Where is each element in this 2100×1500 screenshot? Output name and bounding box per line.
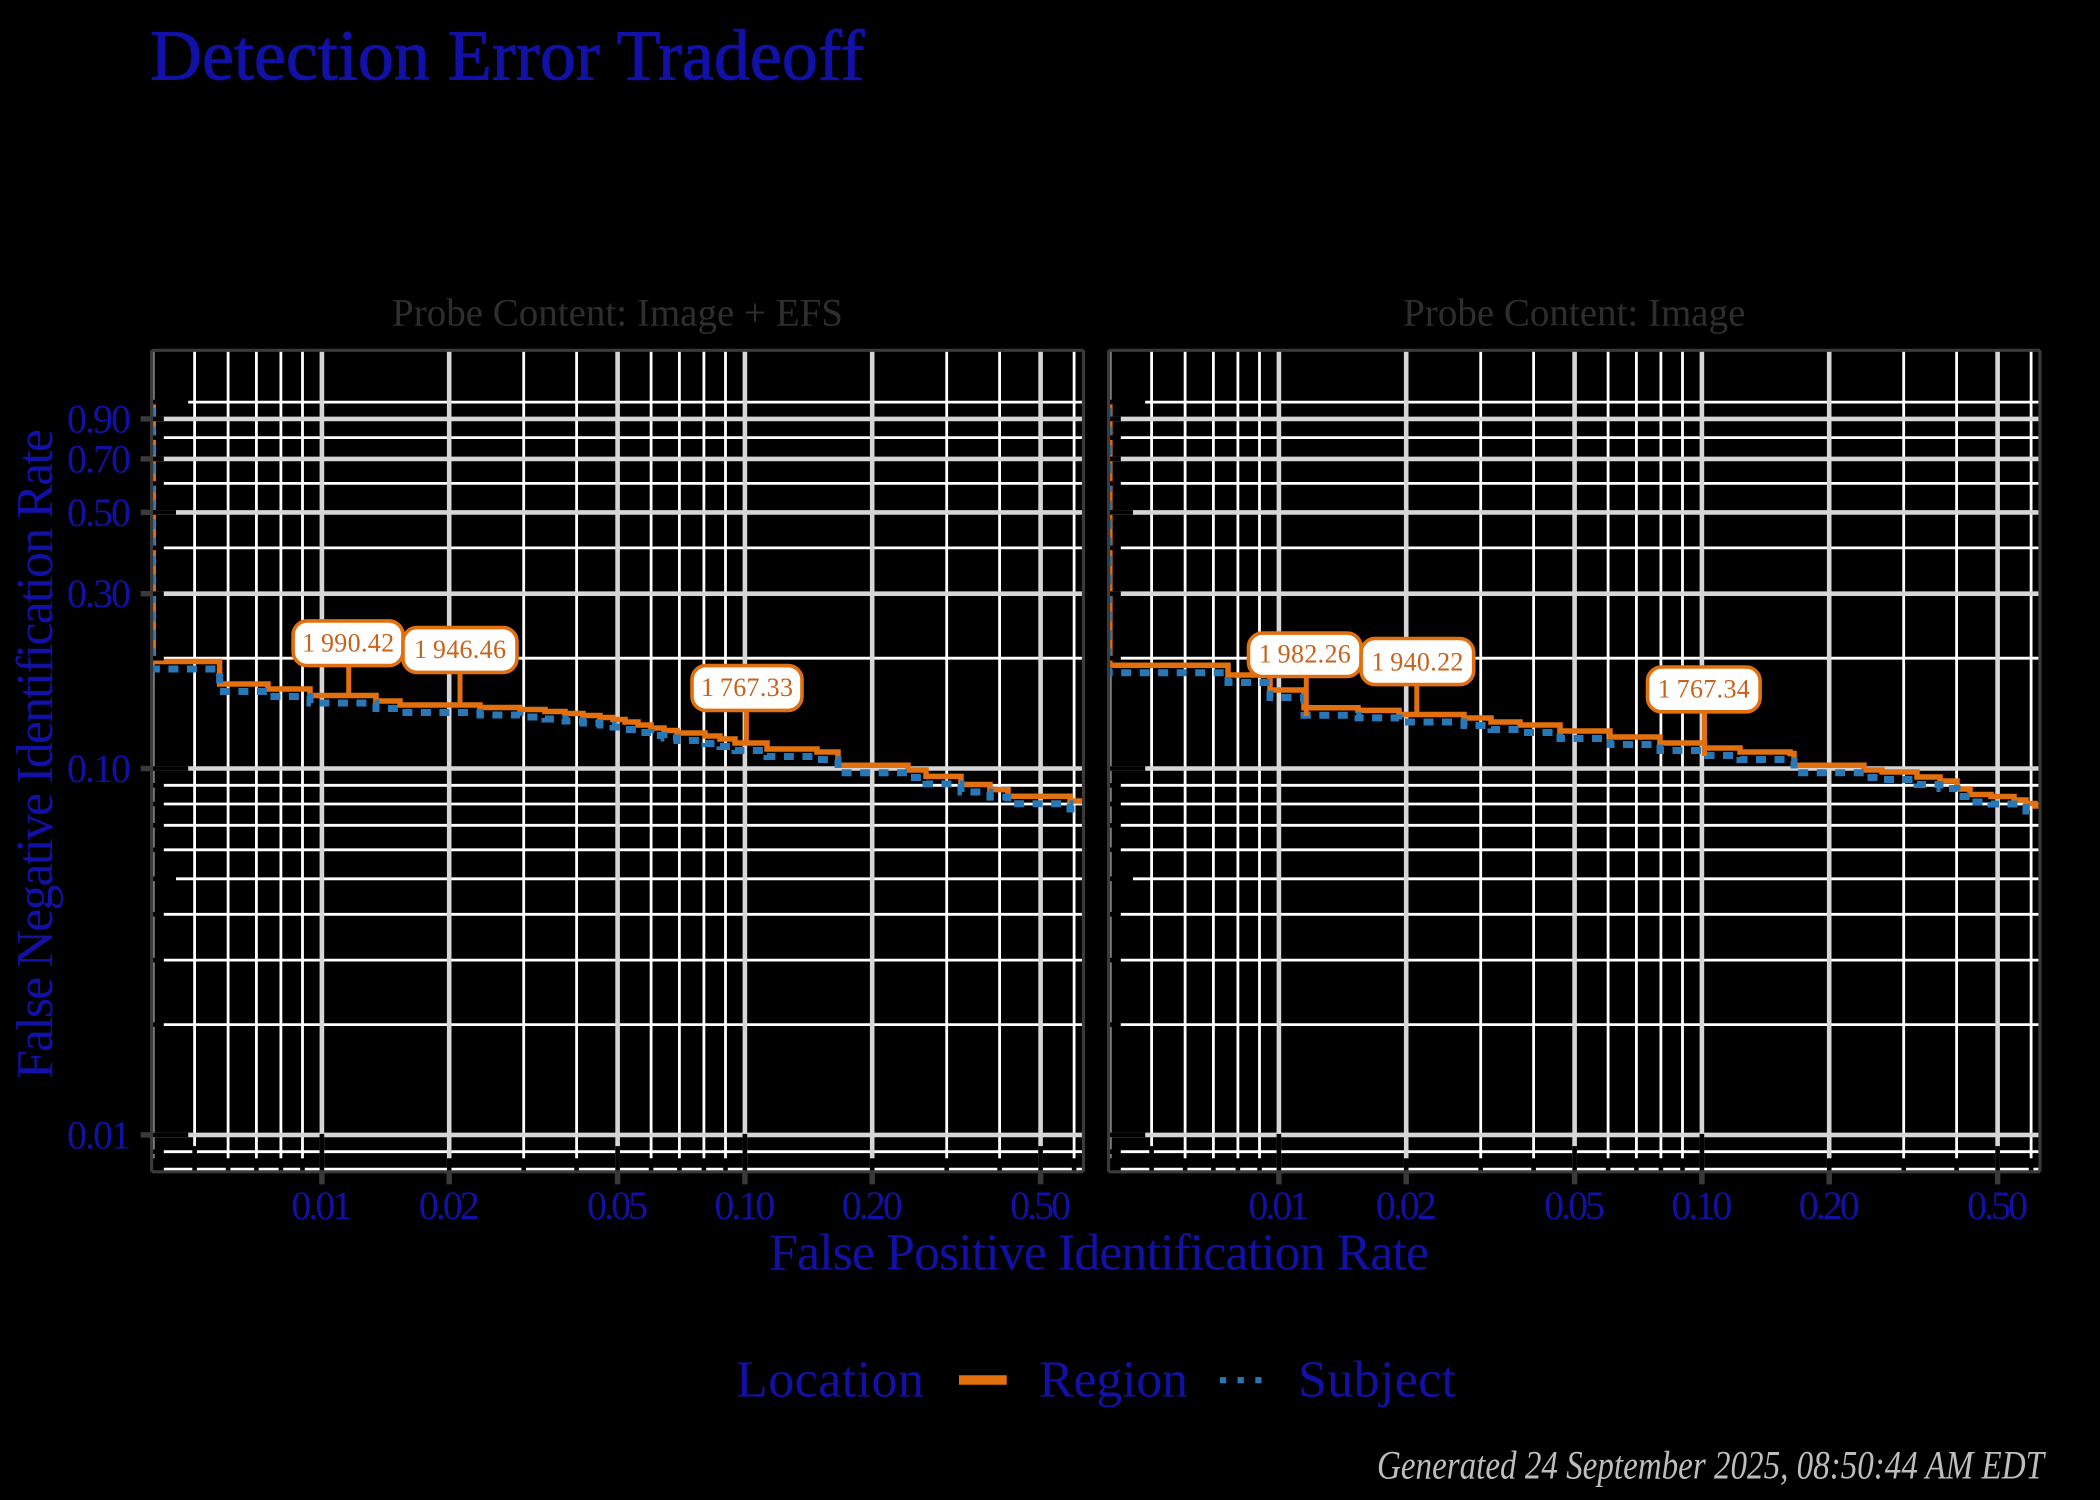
svg-text:0.50: 0.50 xyxy=(1967,1183,2028,1228)
svg-text:0.01: 0.01 xyxy=(1248,1183,1309,1228)
svg-text:Location: Location xyxy=(736,1351,924,1408)
svg-text:Generated 24 September 2025, 0: Generated 24 September 2025, 08:50:44 AM… xyxy=(1377,1442,2046,1487)
svg-text:0.02: 0.02 xyxy=(419,1183,480,1228)
svg-text:1 767.34: 1 767.34 xyxy=(1658,675,1750,704)
svg-text:0.10: 0.10 xyxy=(714,1183,775,1228)
svg-text:Region: Region xyxy=(1039,1351,1188,1408)
svg-text:Subject: Subject xyxy=(1298,1351,1457,1408)
svg-text:0.70: 0.70 xyxy=(67,436,131,481)
svg-text:0.50: 0.50 xyxy=(67,490,131,535)
svg-text:False Negative Identification: False Negative Identification Rate xyxy=(7,429,64,1079)
svg-text:0.20: 0.20 xyxy=(842,1183,903,1228)
svg-text:0.30: 0.30 xyxy=(67,571,131,616)
svg-text:False Positive Identification: False Positive Identification Rate xyxy=(769,1225,1429,1282)
svg-text:1 982.26: 1 982.26 xyxy=(1259,639,1351,668)
svg-text:Probe Content: Image + EFS: Probe Content: Image + EFS xyxy=(392,292,843,335)
svg-text:Probe Content: Image: Probe Content: Image xyxy=(1403,292,1745,335)
svg-text:Detection Error Tradeoff: Detection Error Tradeoff xyxy=(150,16,865,96)
svg-text:0.01: 0.01 xyxy=(291,1183,352,1228)
svg-text:0.20: 0.20 xyxy=(1799,1183,1860,1228)
svg-text:0.02: 0.02 xyxy=(1376,1183,1437,1228)
svg-text:1 940.22: 1 940.22 xyxy=(1371,647,1463,676)
svg-text:1 990.42: 1 990.42 xyxy=(302,628,394,657)
svg-text:0.50: 0.50 xyxy=(1010,1183,1071,1228)
svg-text:0.05: 0.05 xyxy=(1544,1183,1605,1228)
svg-text:1 767.33: 1 767.33 xyxy=(701,673,793,702)
svg-text:0.10: 0.10 xyxy=(1671,1183,1732,1228)
svg-text:0.01: 0.01 xyxy=(67,1112,131,1157)
svg-text:0.05: 0.05 xyxy=(587,1183,648,1228)
svg-text:1 946.46: 1 946.46 xyxy=(414,635,506,664)
svg-text:0.10: 0.10 xyxy=(67,746,131,791)
svg-text:0.90: 0.90 xyxy=(67,396,131,441)
